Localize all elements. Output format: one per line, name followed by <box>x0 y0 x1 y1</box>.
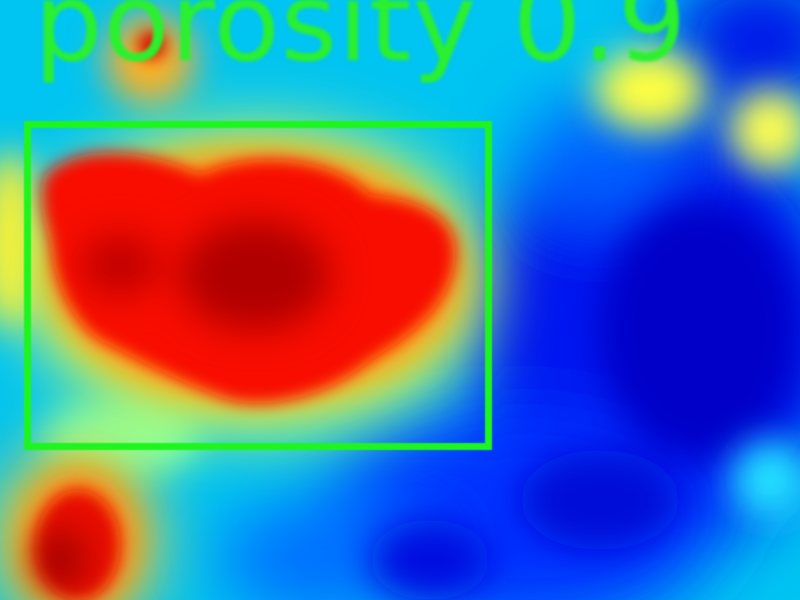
overlay-label: porosity 0.9 <box>34 0 688 86</box>
detection-bounding-box <box>24 121 492 450</box>
